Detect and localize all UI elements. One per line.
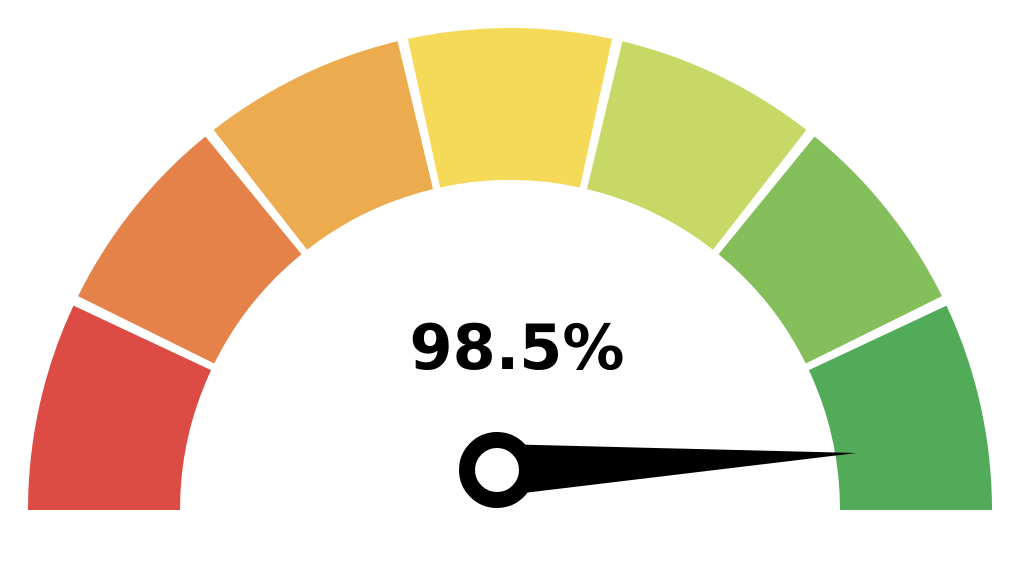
gauge-band-4: [407, 27, 613, 188]
gauge-needle-hub: [459, 432, 535, 508]
gauge-band-1: [28, 305, 212, 510]
gauge-value-label: 98.5%: [409, 311, 624, 384]
gauge-needle: [459, 432, 857, 508]
gauge-band-6: [718, 136, 942, 364]
gauge-band-5: [586, 41, 807, 250]
gauge-needle-blade: [495, 444, 857, 496]
gauge-band-7: [808, 305, 992, 510]
gauge-band-3: [213, 41, 434, 250]
gauge-bands: [28, 27, 992, 510]
gauge-band-2: [78, 136, 302, 364]
